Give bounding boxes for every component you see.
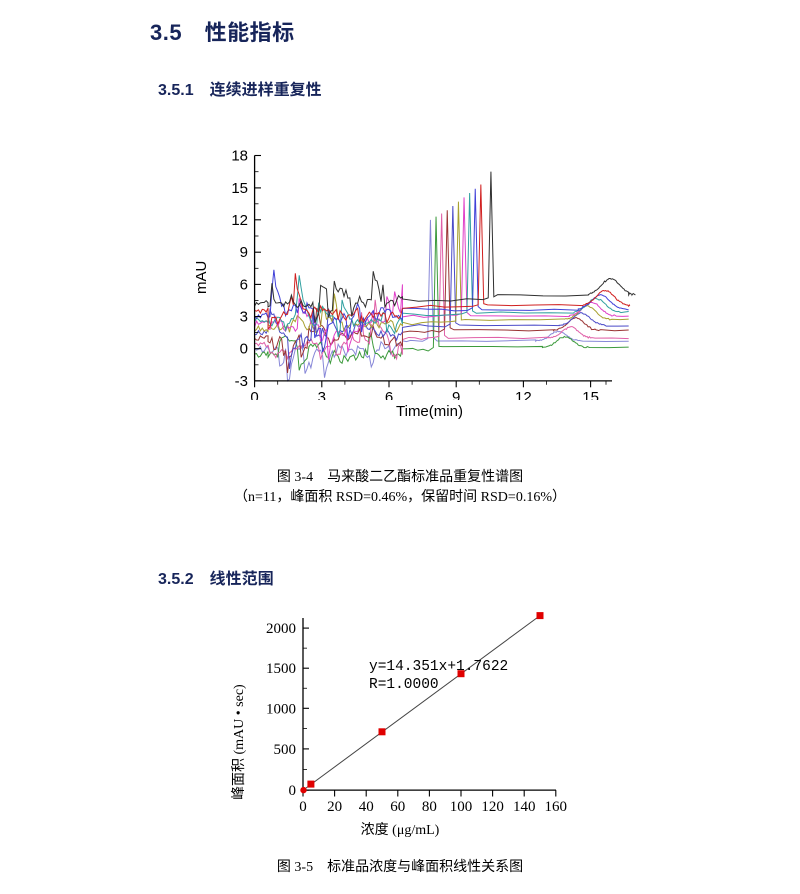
svg-text:1000: 1000 xyxy=(266,701,296,717)
svg-text:12: 12 xyxy=(231,212,248,229)
svg-text:9: 9 xyxy=(452,389,460,400)
svg-text:80: 80 xyxy=(422,799,437,815)
svg-text:60: 60 xyxy=(390,799,405,815)
svg-text:12: 12 xyxy=(515,389,532,400)
svg-text:0: 0 xyxy=(250,389,258,400)
svg-text:3: 3 xyxy=(318,389,326,400)
svg-text:0: 0 xyxy=(299,799,307,815)
svg-text:R=1.0000: R=1.0000 xyxy=(369,677,439,693)
svg-text:18: 18 xyxy=(231,150,248,165)
svg-text:100: 100 xyxy=(450,799,473,815)
svg-text:160: 160 xyxy=(545,799,568,815)
svg-text:6: 6 xyxy=(240,276,248,293)
svg-text:y=14.351x+1.7622: y=14.351x+1.7622 xyxy=(369,659,508,675)
svg-text:140: 140 xyxy=(513,799,536,815)
svg-text:120: 120 xyxy=(481,799,504,815)
svg-text:9: 9 xyxy=(240,244,248,261)
svg-text:3: 3 xyxy=(240,309,248,326)
svg-text:-3: -3 xyxy=(235,373,248,390)
svg-text:15: 15 xyxy=(582,389,599,400)
svg-text:0: 0 xyxy=(289,783,297,799)
svg-text:2000: 2000 xyxy=(266,621,296,637)
svg-text:1500: 1500 xyxy=(266,661,296,677)
svg-text:15: 15 xyxy=(231,180,248,197)
svg-text:6: 6 xyxy=(385,389,393,400)
svg-text:0: 0 xyxy=(240,341,248,358)
svg-text:20: 20 xyxy=(327,799,342,815)
svg-text:40: 40 xyxy=(359,799,374,815)
svg-text:500: 500 xyxy=(274,742,297,758)
